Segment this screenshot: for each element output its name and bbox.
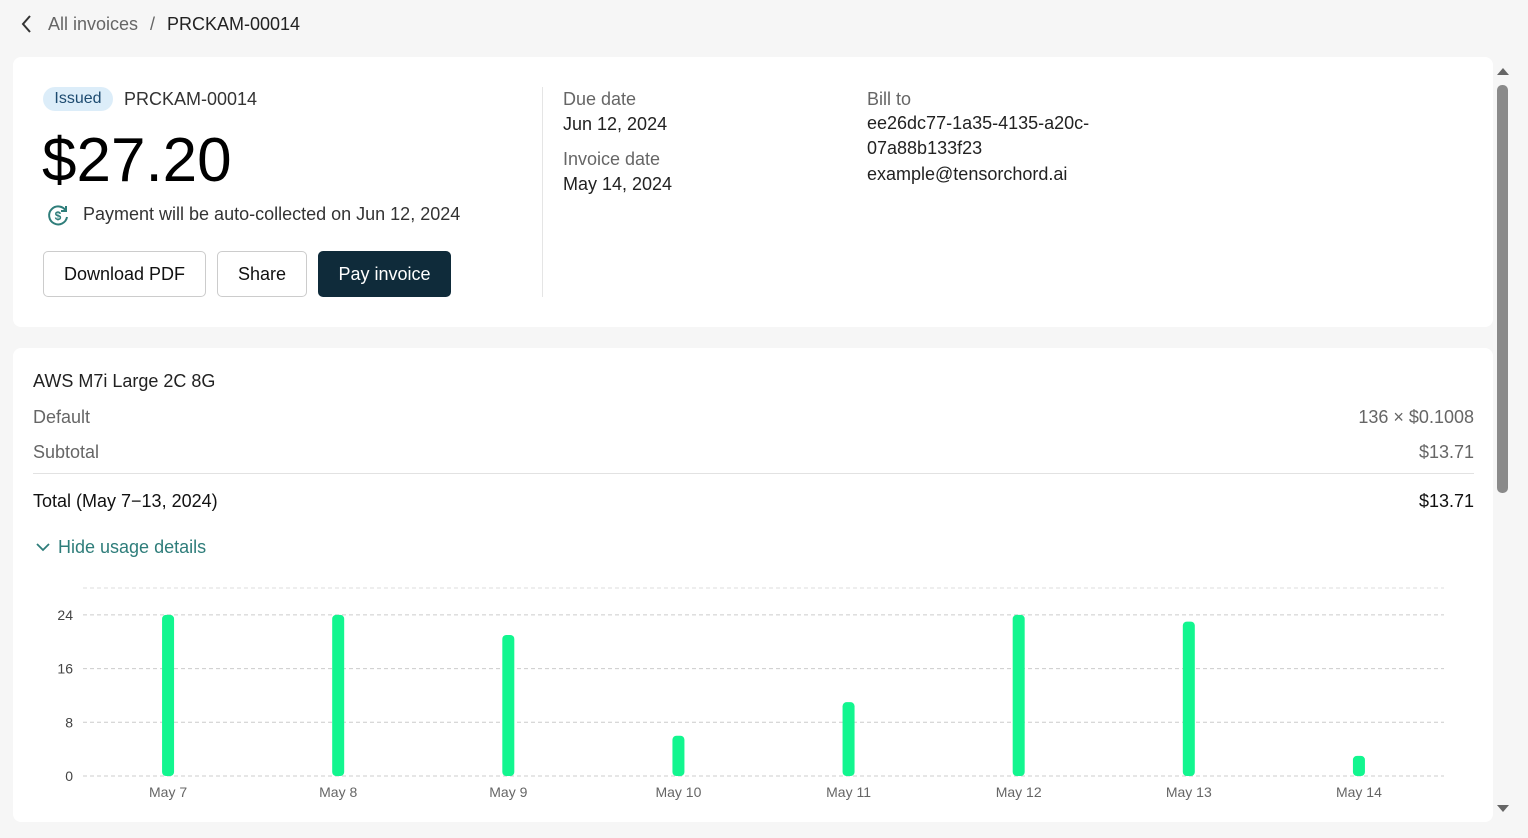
bill-to-label: Bill to bbox=[867, 89, 912, 109]
y-tick-label: 8 bbox=[65, 714, 73, 730]
bar bbox=[1352, 755, 1365, 776]
usage-card bbox=[13, 348, 1493, 822]
x-tick-label: May 14 bbox=[1336, 784, 1382, 800]
total-label: Total (May 7−13, 2024) bbox=[33, 491, 218, 511]
svg-text:$: $ bbox=[55, 209, 62, 223]
y-tick-label: 0 bbox=[65, 768, 73, 784]
x-tick-label: May 11 bbox=[826, 784, 871, 800]
scroll-up[interactable] bbox=[1496, 66, 1510, 76]
bar bbox=[1182, 621, 1195, 776]
bill-to-id: ee26dc77-1a35-4135-a20c-07a88b133f23 bbox=[867, 113, 1090, 158]
breadcrumb-link[interactable]: All invoices bbox=[48, 14, 139, 34]
share-button[interactable]: Share bbox=[217, 251, 307, 297]
status-badge: Issued bbox=[43, 87, 113, 111]
row-label: Subtotal bbox=[33, 442, 100, 462]
toggle-chevron[interactable] bbox=[35, 540, 51, 554]
x-tick-label: May 12 bbox=[996, 784, 1042, 800]
due-date-label: Due date bbox=[563, 89, 637, 109]
invoice-amount: $27.20 bbox=[42, 126, 232, 195]
toggle-usage[interactable]: Hide usage details bbox=[58, 537, 207, 557]
bar bbox=[672, 735, 685, 776]
usage-row: Subtotal $13.71 bbox=[33, 442, 1474, 463]
row-value: 136 × $0.1008 bbox=[1358, 407, 1474, 427]
back-icon[interactable] bbox=[18, 13, 36, 35]
scrollbar-thumb[interactable] bbox=[1497, 85, 1508, 493]
y-tick-label: 24 bbox=[57, 607, 73, 623]
download-button[interactable]: Download PDF bbox=[43, 251, 206, 297]
invoice-number: PRCKAM-00014 bbox=[124, 89, 258, 109]
invoice-date: May 14, 2024 bbox=[563, 174, 673, 194]
auto-collect-text: Payment will be auto-collected on Jun 12… bbox=[83, 204, 461, 224]
auto-collect-icon: $ bbox=[48, 205, 68, 226]
x-tick-label: May 13 bbox=[1166, 784, 1212, 800]
bar bbox=[332, 614, 345, 776]
separator-line bbox=[33, 473, 1474, 474]
product-name: AWS M7i Large 2C 8G bbox=[33, 371, 216, 391]
pay-button[interactable]: Pay invoice bbox=[318, 251, 451, 297]
invoice-date-label: Invoice date bbox=[563, 149, 661, 169]
due-date: Jun 12, 2024 bbox=[563, 114, 668, 134]
breadcrumb-separator: / bbox=[150, 14, 156, 34]
breadcrumb-current: PRCKAM-00014 bbox=[167, 14, 301, 34]
row-value: $13.71 bbox=[1418, 442, 1474, 462]
x-tick-label: May 9 bbox=[489, 784, 527, 800]
total-value: $13.71 bbox=[1418, 491, 1474, 511]
usage-row: Default 136 × $0.1008 bbox=[33, 407, 1474, 428]
y-tick-label: 16 bbox=[57, 661, 73, 677]
bar bbox=[502, 635, 515, 776]
bar bbox=[162, 614, 175, 776]
bill-to-email: example@tensorchord.ai bbox=[867, 164, 1068, 184]
row-label: Default bbox=[33, 407, 91, 427]
divider bbox=[542, 87, 543, 297]
x-tick-label: May 8 bbox=[319, 784, 357, 800]
x-tick-label: May 10 bbox=[655, 784, 701, 800]
bar bbox=[842, 702, 855, 776]
total-row: Total (May 7−13, 2024) $13.71 bbox=[33, 491, 1474, 512]
bar bbox=[1012, 614, 1025, 776]
x-tick-label: May 7 bbox=[149, 784, 187, 800]
scroll-down[interactable] bbox=[1496, 804, 1510, 814]
